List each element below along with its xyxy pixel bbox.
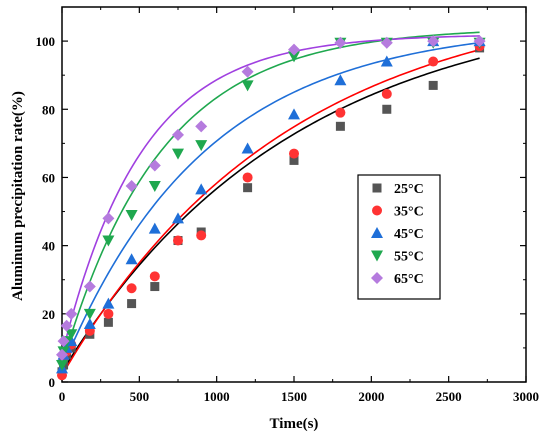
y-tick-label: 100 [36,34,56,49]
data-point [427,35,440,48]
x-tick-label: 0 [59,389,66,404]
data-point [428,56,439,67]
data-point [335,121,345,131]
data-point [60,319,73,332]
data-point [172,212,184,224]
x-tick-label: 2000 [358,389,384,404]
data-point [125,253,138,265]
data-point [65,329,78,341]
legend-marker [371,272,383,284]
data-point [195,140,208,152]
x-tick-label: 3000 [513,389,539,404]
fit-line [61,57,480,373]
data-point [102,235,115,247]
series-diamond [56,35,486,361]
data-point [382,104,392,114]
data-point [196,230,207,241]
x-axis: 0 500 1000 1500 2000 2500 3000 [59,7,539,404]
data-point [380,36,393,49]
data-point [241,80,254,92]
data-point [57,335,70,348]
data-point [150,282,160,292]
legend-marker [372,205,382,216]
y-tick-label: 20 [42,307,55,322]
legend-marker [372,183,382,193]
data-point [102,297,115,309]
data-point [195,183,208,195]
legend: 25°C 35°C 45°C 55°C 65°C [357,174,441,300]
y-axis: 0 20 40 60 80 100 [36,6,526,390]
x-axis-title: Time(s) [270,416,319,432]
data-point [242,172,253,183]
legend-label: 25°C [394,182,424,197]
data-point [335,107,346,118]
y-tick-label: 0 [49,375,56,390]
data-markers [56,35,486,381]
y-tick-label: 40 [42,239,55,254]
fit-lines [61,31,480,376]
data-point [241,142,254,154]
data-point [83,318,96,330]
fit-line [61,48,480,376]
data-point [56,348,68,361]
data-point [289,148,299,159]
data-point [172,128,184,141]
x-tick-label: 2500 [436,389,462,404]
y-tick-label: 60 [42,170,55,185]
data-point [195,120,208,133]
legend-marker [371,227,383,238]
data-point [334,74,347,86]
data-point [381,88,392,99]
legend-label: 65°C [394,272,424,287]
data-point [56,359,68,371]
x-tick-label: 1500 [281,389,307,404]
data-point [241,65,254,78]
data-point [334,36,347,49]
data-point [83,280,96,293]
data-point [288,43,300,56]
y-tick-label: 80 [42,102,55,117]
data-point [148,222,161,234]
data-point [149,271,160,282]
data-point [102,212,115,225]
data-point [103,317,113,327]
legend-label: 45°C [394,227,424,242]
y-axis-title: Aluminum precipitation rate(%) [10,91,26,301]
data-point [288,51,300,63]
data-point [125,179,138,192]
x-tick-label: 500 [130,389,150,404]
legend-label: 35°C [394,205,424,220]
fit-line [61,31,480,366]
data-point [380,55,393,67]
data-point [173,235,183,246]
data-point [65,307,78,320]
data-point [243,183,253,193]
data-point [127,299,137,309]
data-point [289,155,299,165]
fit-line [61,41,480,369]
data-point [473,35,486,48]
legend-label: 55°C [394,250,424,265]
data-point [125,209,138,221]
data-point [148,159,161,172]
data-point [288,108,300,120]
data-point [148,180,161,192]
data-point [428,80,438,90]
data-point [172,148,184,160]
data-point [83,308,96,320]
data-point [103,308,114,319]
legend-marker [371,250,383,262]
fit-line [61,35,480,355]
data-point [126,283,137,294]
x-tick-label: 1000 [204,389,230,404]
